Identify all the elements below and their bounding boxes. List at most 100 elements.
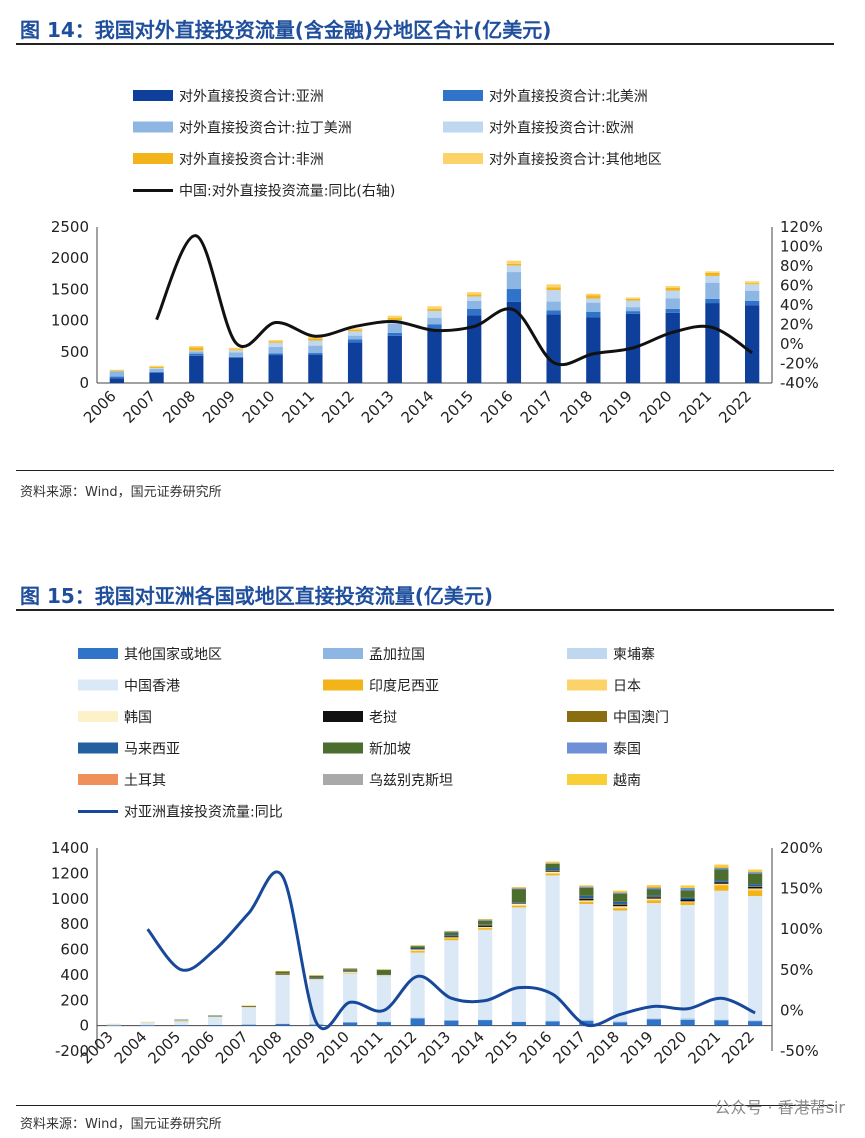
fig15-x-tick-2: 2005 (144, 1028, 184, 1068)
fig15-bar-2-7 (343, 1021, 358, 1023)
fig14-bar-3-2 (189, 350, 204, 352)
fig14-bar-1-13 (625, 311, 641, 314)
fig15-bar-8-11 (478, 924, 493, 926)
watermark: 公众号 · 香港帮sir (714, 1098, 845, 1117)
fig15-bar-5-11 (478, 927, 493, 929)
fig14-bar-1-8 (427, 324, 442, 330)
fig15-legend-label-8: 中国澳门 (613, 710, 669, 726)
fig15-x-tick-3: 2006 (178, 1028, 218, 1068)
fig15-bar-14-7 (343, 968, 358, 969)
fig15-bar-14-17 (680, 885, 695, 888)
fig15-bar-4-19 (748, 890, 763, 897)
fig15-bar-10-14 (579, 887, 594, 896)
fig15-bar-10-13 (545, 863, 560, 869)
fig15-bar-2-4 (241, 1024, 256, 1025)
fig15-bar-9-18 (714, 880, 729, 882)
fig15-bar-6-11 (478, 926, 493, 928)
fig15-bar-6-14 (579, 900, 594, 902)
fig14-bar-2-3 (228, 352, 244, 357)
fig15-legend-swatch-5 (567, 679, 607, 691)
fig15-bar-10-18 (714, 869, 729, 881)
fig14-bar-5-7 (387, 315, 402, 318)
fig15-bar-6-8 (376, 974, 391, 976)
fig14-bar-4-13 (625, 298, 641, 301)
fig14-bar-4-7 (387, 317, 402, 321)
fig15-legend-swatch-1 (323, 648, 363, 659)
fig14-bar-0-12 (586, 317, 601, 383)
fig14-bar-5-0 (109, 369, 124, 371)
fig14-bar-0-3 (228, 357, 244, 383)
fig15-bar-3-14 (579, 903, 594, 1020)
fig15-bar-5-7 (343, 972, 358, 973)
fig15-bar-6-1 (140, 1021, 155, 1023)
fig14-bar-5-11 (546, 284, 561, 288)
fig15-bar-1-16 (646, 1018, 661, 1020)
fig14-bar-5-6 (347, 328, 363, 330)
fig15-x-tick-14: 2017 (549, 1028, 589, 1068)
fig14-x-tick-4: 2010 (239, 387, 279, 427)
fig14-bar-3-8 (427, 310, 442, 318)
fig14-bar-5-16 (745, 281, 760, 284)
fig14-bar-4-12 (586, 295, 601, 299)
fig15-x-tick-1: 2004 (111, 1028, 151, 1068)
fig14-bar-3-1 (149, 368, 164, 369)
fig15-bar-4-18 (714, 885, 729, 891)
fig15-bar-9-10 (444, 935, 459, 936)
fig15-bar-9-14 (579, 895, 594, 898)
fig14-bar-2-6 (347, 335, 363, 340)
fig15-bar-1-17 (680, 1019, 695, 1020)
fig15-bar-1-14 (579, 1020, 594, 1022)
fig15-x-tick-5: 2008 (246, 1028, 286, 1068)
fig15-bar-11-11 (478, 919, 493, 921)
fig14-legend-swatch-2 (133, 121, 173, 133)
fig14-y2-tick-0: -40% (780, 374, 819, 392)
fig14-bar-4-14 (665, 287, 680, 291)
fig14-bar-0-15 (705, 303, 720, 383)
fig15-legend-swatch-6 (78, 711, 118, 722)
fig15-y-tick-4: 600 (60, 941, 89, 959)
fig15-bar-14-8 (376, 969, 391, 970)
fig15-y-tick-7: 1200 (51, 864, 89, 882)
fig14-bar-5-8 (427, 306, 442, 309)
fig14-bar-3-12 (586, 298, 601, 303)
fig14-bar-0-8 (427, 329, 442, 383)
fig14-x-tick-13: 2019 (596, 387, 636, 427)
fig14-bar-5-2 (189, 346, 204, 348)
fig14-y2-tick-8: 120% (780, 218, 823, 236)
fig14-bar-1-0 (109, 376, 124, 379)
fig15-bar-4-8 (376, 975, 391, 977)
figure14-title-rule (16, 43, 834, 45)
fig15-bar-4-17 (680, 902, 695, 905)
fig14-bar-2-13 (625, 307, 641, 312)
fig15-bar-0-3 (208, 1024, 223, 1026)
fig15-bar-7-5 (275, 973, 290, 975)
fig15-bar-13-15 (613, 892, 628, 893)
fig15-bar-7-6 (309, 977, 324, 979)
fig15-bar-12-18 (714, 867, 729, 869)
fig15-bar-8-14 (579, 897, 594, 899)
fig15-bar-2-9 (410, 1017, 425, 1019)
figure15-bottom-rule (16, 1105, 834, 1106)
fig15-bar-4-13 (545, 873, 560, 876)
fig15-bar-2-8 (376, 1021, 391, 1023)
fig14-bar-3-0 (109, 370, 124, 372)
fig15-bar-5-16 (646, 899, 661, 901)
fig15-bar-10-10 (444, 932, 459, 936)
fig15-legend-swatch-14 (567, 774, 607, 785)
fig15-bar-0-9 (410, 1018, 425, 1026)
fig15-bar-12-16 (646, 887, 661, 888)
fig14-bar-3-10 (506, 265, 522, 273)
fig14-bar-2-7 (387, 323, 402, 333)
fig15-bar-5-6 (309, 978, 324, 980)
fig15-bar-9-12 (511, 902, 526, 903)
fig15-x-tick-8: 2011 (347, 1028, 387, 1068)
fig14-y2-tick-7: 100% (780, 238, 823, 256)
fig15-bar-7-11 (478, 925, 493, 927)
figure15-title: 图 15：我国对亚洲各国或地区直接投资流量(亿美元) (20, 584, 494, 608)
fig14-bar-1-5 (308, 353, 323, 355)
fig15-bar-4-12 (511, 905, 526, 908)
fig15-x-tick-15: 2018 (583, 1028, 623, 1068)
fig15-x-tick-13: 2016 (516, 1028, 556, 1068)
fig15-bar-11-14 (579, 886, 594, 888)
